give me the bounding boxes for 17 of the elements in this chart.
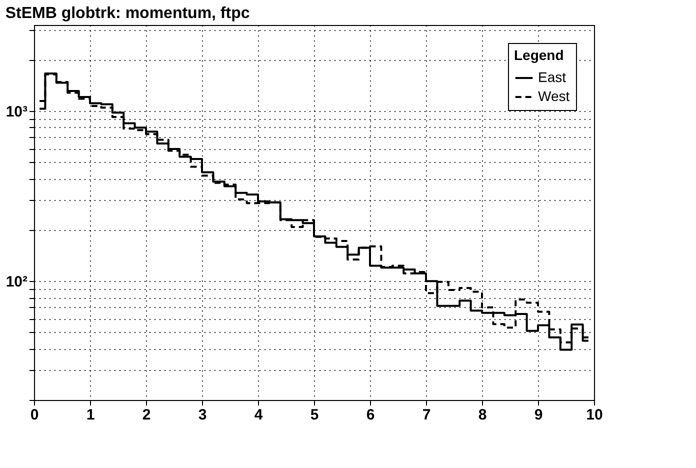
x-tick-label: 8 <box>478 406 487 424</box>
legend-label: East <box>538 69 566 85</box>
y-tick-label: 10² <box>6 274 28 291</box>
x-tick-label: 7 <box>422 406 431 424</box>
x-tick-label: 4 <box>254 406 264 424</box>
y-tick-label: 10³ <box>6 103 28 120</box>
legend-label: West <box>538 88 570 104</box>
legend-title: Legend <box>514 47 564 63</box>
x-tick-label: 2 <box>142 406 151 424</box>
x-tick-label: 9 <box>534 406 543 424</box>
x-tick-label: 0 <box>30 406 39 424</box>
x-tick-label: 1 <box>86 406 95 424</box>
chart-title: StEMB globtrk: momentum, ftpc <box>5 5 250 22</box>
x-tick-label: 3 <box>198 406 207 424</box>
x-tick-label: 10 <box>586 406 603 424</box>
x-tick-label: 6 <box>366 406 375 424</box>
x-tick-label: 5 <box>310 406 319 424</box>
